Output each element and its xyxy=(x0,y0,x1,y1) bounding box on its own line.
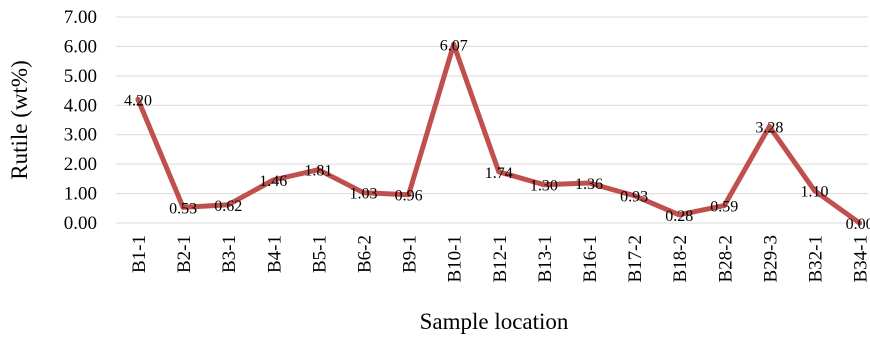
x-tick-label: B34-1 xyxy=(851,235,870,283)
x-tick-label: B6-2 xyxy=(355,235,376,273)
y-tick-label: 4.00 xyxy=(64,95,97,116)
y-tick-label: 5.00 xyxy=(64,66,97,87)
data-point xyxy=(270,177,276,183)
x-tick-label: B13-1 xyxy=(535,235,556,283)
y-axis-ticks: 0.00 1.00 2.00 3.00 4.00 5.00 6.00 7.00 xyxy=(64,7,97,234)
x-tick-label: B9-1 xyxy=(400,235,421,273)
data-label: 1.10 xyxy=(801,184,829,201)
data-label: 4.20 xyxy=(124,92,152,109)
data-point xyxy=(721,203,727,209)
data-point xyxy=(180,204,186,210)
x-tick-label: B17-2 xyxy=(625,235,646,283)
series-line xyxy=(135,41,863,226)
x-tick-label: B16-1 xyxy=(580,235,601,283)
data-point xyxy=(315,167,321,173)
data-label: 0.96 xyxy=(395,188,423,205)
data-labels: 4.20 0.53 0.62 1.46 1.81 1.03 0.96 6.07 1.74 1.30… xyxy=(124,37,870,233)
gridlines xyxy=(116,16,868,224)
y-tick-label: 7.00 xyxy=(64,7,97,28)
data-point xyxy=(135,96,141,102)
data-point xyxy=(766,123,772,129)
x-tick-label: B29-3 xyxy=(760,235,781,283)
x-tick-label: B5-1 xyxy=(309,235,330,273)
x-tick-label: B28-2 xyxy=(715,235,736,283)
data-label: 3.28 xyxy=(755,119,783,136)
data-label: 0.62 xyxy=(214,198,242,215)
data-label: 0.59 xyxy=(710,199,738,216)
data-label: 1.30 xyxy=(530,178,558,195)
y-tick-label: 1.00 xyxy=(64,184,97,205)
x-axis-ticks: B1-1 B2-1 B3-1 B4-1 B5-1 B6-2 B9-1 B10-1 B12-1 B1… xyxy=(129,235,870,283)
x-tick-label: B10-1 xyxy=(445,235,466,283)
data-label: 1.46 xyxy=(259,173,287,190)
x-axis-title: Sample location xyxy=(420,309,569,334)
x-tick-label: B3-1 xyxy=(219,235,240,273)
y-tick-label: 3.00 xyxy=(64,125,97,146)
data-label: 1.74 xyxy=(485,165,513,182)
data-label: 1.03 xyxy=(350,186,378,203)
x-tick-label: B32-1 xyxy=(806,235,827,283)
data-point xyxy=(812,188,817,194)
data-point xyxy=(225,202,231,208)
x-tick-label: B18-2 xyxy=(670,235,691,283)
y-tick-label: 0.00 xyxy=(64,213,97,234)
x-tick-label: B2-1 xyxy=(174,235,195,273)
y-tick-label: 2.00 xyxy=(64,154,97,175)
data-point xyxy=(451,41,457,47)
data-point xyxy=(406,192,412,198)
data-label: 1.36 xyxy=(575,176,603,193)
data-point xyxy=(857,220,863,226)
data-label: 0.93 xyxy=(620,189,648,206)
data-point xyxy=(631,193,637,199)
x-tick-label: B1-1 xyxy=(129,235,150,273)
y-tick-label: 6.00 xyxy=(64,36,97,57)
data-label: 0.53 xyxy=(169,200,197,217)
data-point xyxy=(586,180,592,186)
series-line-rutile xyxy=(135,41,863,226)
data-point xyxy=(361,190,366,196)
data-label: 0.28 xyxy=(665,208,693,225)
y-axis-title: Rutile (wt%) xyxy=(7,60,32,179)
x-tick-label: B12-1 xyxy=(490,235,511,283)
data-label: 1.81 xyxy=(304,163,332,180)
x-tick-label: B4-1 xyxy=(264,235,285,273)
data-label: 6.07 xyxy=(440,37,468,54)
data-label: 0.00 xyxy=(846,216,870,233)
data-point xyxy=(676,212,682,218)
data-point xyxy=(541,182,547,188)
data-point xyxy=(496,169,502,175)
